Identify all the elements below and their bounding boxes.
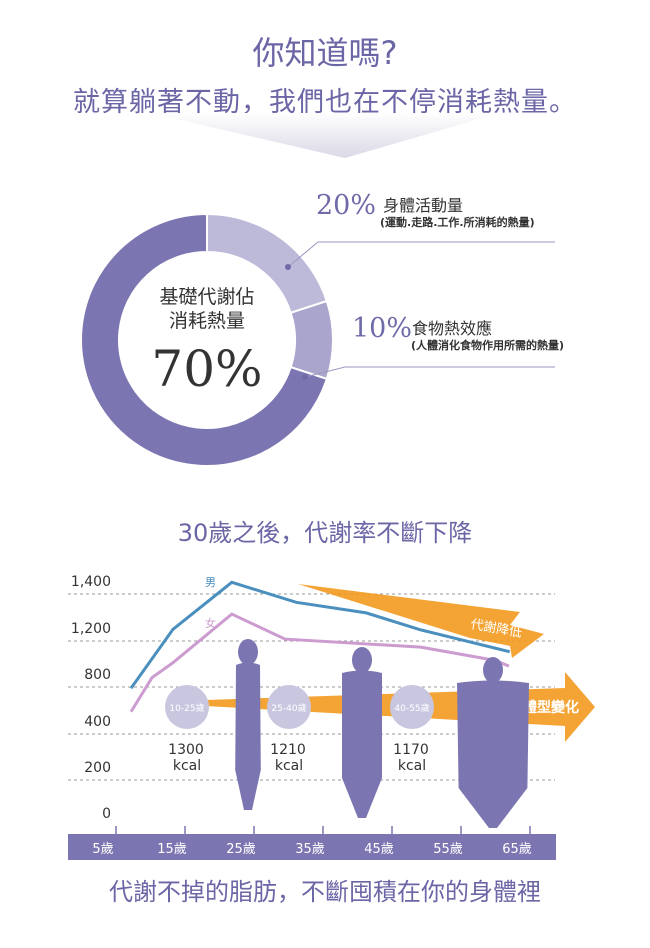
- stage-kcal-unit: kcal: [398, 758, 426, 774]
- donut-slice-basal: [80, 212, 329, 467]
- metabolism-line-chart: 1,4001,2008004002000代謝降低體型變化男女10-25歲1300…: [68, 574, 595, 860]
- stage-circle: [390, 685, 434, 729]
- stage-kcal-value: 1300: [168, 742, 204, 758]
- stage-age-label: 40-55歲: [394, 702, 429, 714]
- y-tick-label: 1,200: [71, 621, 111, 637]
- donut-chart: [80, 212, 555, 467]
- stage-circle: [267, 685, 311, 729]
- body-change-arrow-label: 體型變化: [523, 699, 579, 716]
- decorative-triangle: [150, 113, 500, 158]
- leader-line-activity: [287, 241, 555, 268]
- woman-silhouette-icon: [235, 662, 261, 810]
- center-label-line2: 消耗熱量: [168, 310, 245, 332]
- x-tick-label: 45歲: [364, 842, 394, 857]
- woman-silhouette-icon: [457, 680, 529, 828]
- stage-kcal-unit: kcal: [275, 758, 303, 774]
- series-line-male: [129, 580, 511, 690]
- x-tick-label: 5歲: [92, 842, 113, 857]
- food-label: 食物熱效應: [412, 319, 493, 338]
- stage-age-label: 10-25歲: [169, 702, 204, 714]
- stage-age-label: 25-40歲: [271, 702, 306, 714]
- series-label: 男: [205, 576, 216, 589]
- x-tick-label: 15歲: [157, 842, 187, 857]
- donut-center-label: 基礎代謝佔 消耗熱量: [127, 285, 287, 333]
- page-title: 你知道嗎?: [252, 34, 398, 72]
- center-label-line1: 基礎代謝佔: [159, 286, 255, 308]
- stage-circle: [165, 685, 209, 729]
- x-tick-label: 35歲: [295, 842, 325, 857]
- page-subtitle: 就算躺著不動，我們也在不停消耗熱量。: [73, 87, 577, 118]
- y-tick-label: 200: [84, 760, 111, 776]
- leader-dot-food: [302, 374, 308, 380]
- footer-text: 代謝不掉的脂肪，不斷囤積在你的身體裡: [109, 878, 541, 906]
- food-note: (人體消化食物作用所需的熱量): [411, 339, 565, 352]
- series-line-female: [129, 612, 510, 713]
- stage-kcal-unit: kcal: [173, 758, 201, 774]
- woman-silhouette-icon: [342, 670, 382, 818]
- donut-slice-food: [289, 299, 334, 381]
- section-title: 30歲之後，代謝率不斷下降: [177, 519, 473, 547]
- x-tick-label: 25歲: [226, 842, 256, 857]
- series-label: 女: [205, 616, 216, 630]
- silhouette-head: [483, 657, 503, 683]
- activity-percent: 20%: [316, 190, 377, 221]
- y-tick-label: 400: [84, 714, 111, 730]
- leader-dot-activity: [285, 264, 291, 270]
- y-tick-label: 0: [102, 806, 111, 822]
- donut-center-value: 70%: [151, 340, 263, 398]
- leader-line-food: [304, 366, 555, 378]
- silhouette-head: [352, 647, 372, 673]
- x-tick-label: 55歲: [433, 842, 463, 857]
- x-tick-label: 65歲: [502, 842, 532, 857]
- y-tick-label: 800: [84, 667, 111, 683]
- x-axis-bar: [68, 834, 556, 860]
- metabolism-arrow: [298, 584, 544, 658]
- y-tick-label: 1,400: [71, 574, 111, 590]
- silhouette-head: [238, 639, 258, 665]
- stage-kcal-value: 1170: [393, 742, 429, 758]
- activity-note: (運動.走路.工作.所消耗的熱量): [380, 216, 535, 229]
- activity-label: 身體活動量: [383, 196, 464, 215]
- stage-kcal-value: 1210: [270, 742, 306, 758]
- food-percent: 10%: [352, 313, 413, 344]
